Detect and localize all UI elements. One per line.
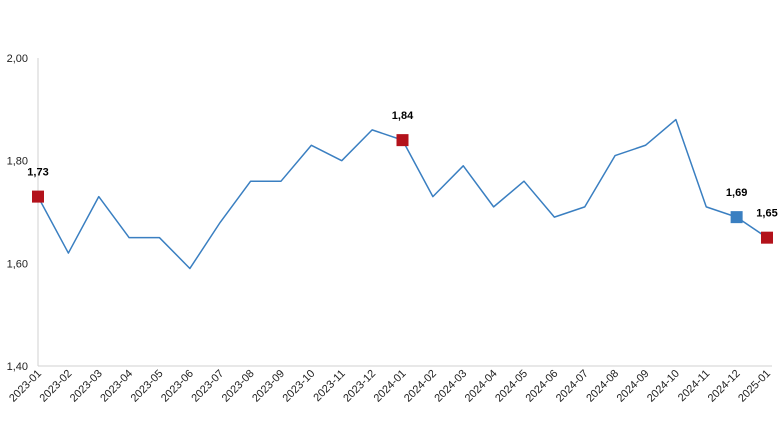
x-tick-label: 2024-04 — [463, 368, 500, 405]
x-tick-label: 2024-03 — [432, 368, 469, 405]
data-label: 1,84 — [392, 110, 414, 122]
data-label: 1,65 — [756, 208, 777, 220]
x-tick-label: 2024-07 — [554, 368, 591, 405]
x-tick-label: 2023-08 — [220, 368, 257, 405]
x-tick-label: 2023-12 — [341, 368, 378, 405]
data-label: 1,69 — [726, 187, 747, 199]
data-label: 1,73 — [27, 167, 48, 179]
y-tick-label: 1,80 — [7, 156, 28, 168]
x-tick-label: 2024-10 — [645, 368, 682, 405]
x-tick-label: 2023-04 — [98, 368, 135, 405]
highlight-marker — [761, 231, 773, 244]
highlight-marker — [730, 211, 743, 224]
highlight-marker — [32, 190, 44, 203]
x-tick-label: 2023-09 — [250, 368, 287, 405]
x-tick-label: 2023-03 — [68, 368, 105, 405]
x-tick-label: 2025-01 — [736, 368, 773, 405]
x-tick-label: 2024-08 — [584, 368, 621, 405]
x-tick-label: 2024-05 — [493, 368, 530, 405]
x-tick-label: 2024-12 — [706, 368, 743, 405]
x-tick-label: 2024-02 — [402, 368, 439, 405]
data-labels: 1,73 1,84 1,69 1,65 — [27, 110, 777, 220]
x-tick-label: 2024-01 — [372, 368, 409, 405]
y-tick-labels: 1,40 1,60 1,80 2,00 — [7, 53, 28, 373]
x-tick-label: 2024-09 — [615, 368, 652, 405]
x-tick-label: 2023-05 — [129, 368, 166, 405]
x-tick-label: 2023-06 — [159, 368, 196, 405]
highlighted-markers — [32, 134, 773, 244]
x-tick-label: 2023-01 — [7, 368, 44, 405]
y-tick-label: 2,00 — [7, 53, 28, 65]
x-tick-label: 2023-07 — [189, 368, 226, 405]
x-tick-labels: 2023-012023-022023-032023-042023-052023-… — [7, 368, 773, 405]
y-tick-label: 1,40 — [7, 361, 28, 373]
highlight-marker — [396, 134, 409, 147]
y-tick-label: 1,60 — [7, 258, 28, 270]
x-tick-label: 2024-06 — [523, 368, 560, 405]
x-tick-label: 2023-10 — [280, 368, 317, 405]
x-tick-label: 2023-02 — [37, 368, 74, 405]
